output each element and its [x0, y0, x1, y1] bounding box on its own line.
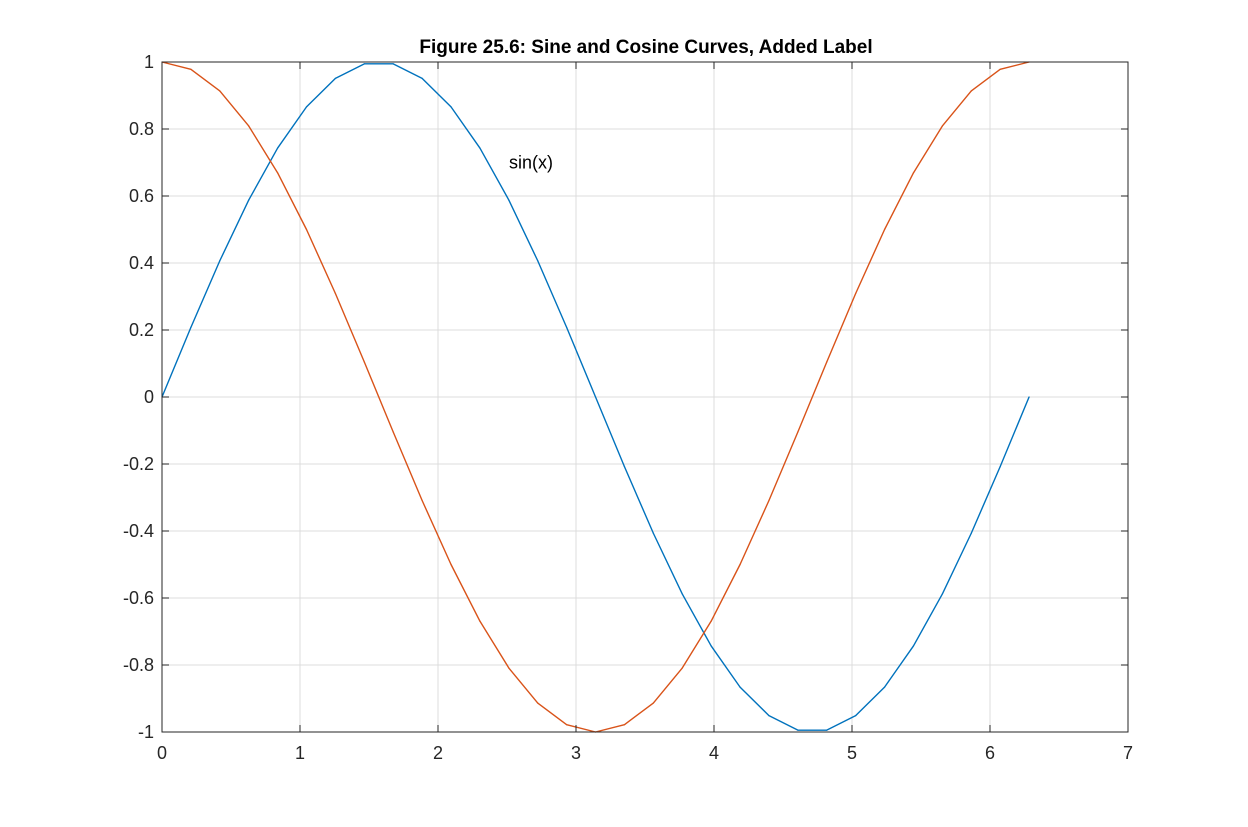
data-point: [277, 147, 279, 149]
data-point: [739, 686, 741, 688]
data-point: [710, 645, 712, 647]
data-point: [970, 90, 972, 92]
y-tick-label: 1: [144, 52, 154, 72]
label-layer: 0 1 2 3 4 5 6 7 -1 -0.8 -0.6 -0.4 -0.2 0 0.2 0.4 0.6 0.8 1…: [123, 52, 1133, 763]
data-point: [334, 292, 337, 295]
data-point: [305, 228, 308, 231]
x-tick-label: 0: [157, 743, 167, 763]
x-tick-label: 3: [571, 743, 581, 763]
data-point: [479, 620, 481, 622]
data-point: [999, 466, 1001, 468]
data-point: [970, 532, 972, 534]
data-point: [681, 667, 683, 669]
data-point: [566, 326, 568, 328]
data-point: [594, 396, 597, 398]
data-point: [392, 431, 394, 433]
y-tick-label: 0: [144, 387, 154, 407]
data-point: [363, 361, 365, 363]
x-tick-label: 6: [985, 743, 995, 763]
data-point: [826, 729, 828, 731]
y-tick-label: -1: [138, 722, 154, 742]
data-point: [508, 199, 510, 201]
data-point: [623, 724, 626, 726]
data-point: [421, 77, 423, 79]
x-tick-label: 7: [1123, 743, 1133, 763]
data-point: [941, 125, 943, 127]
data-point: [421, 499, 423, 502]
y-tick-label: -0.2: [123, 454, 154, 474]
y-tick-label: -0.8: [123, 655, 154, 675]
tick-layer: [161, 61, 1129, 733]
y-tick-label: -0.6: [123, 588, 154, 608]
data-point: [941, 593, 943, 595]
data-point: [190, 68, 192, 70]
data-point: [566, 724, 568, 726]
data-point: [883, 228, 886, 231]
x-tick-label: 5: [847, 743, 857, 763]
x-tick-label: 4: [709, 743, 719, 763]
data-point: [826, 361, 828, 363]
data-point: [190, 326, 192, 328]
data-point: [334, 77, 337, 79]
data-point: [219, 260, 221, 262]
data-point: [305, 106, 308, 108]
data-point: [652, 702, 654, 704]
y-tick-label: 0.6: [129, 186, 154, 206]
y-tick-label: 0.4: [129, 253, 154, 273]
data-point: [681, 593, 683, 595]
grid-layer: [161, 61, 1129, 733]
data-point: [999, 68, 1001, 70]
data-point: [652, 532, 654, 534]
annotation-label: sin(x): [509, 153, 553, 173]
data-point: [710, 620, 712, 622]
data-point: [912, 172, 915, 174]
y-tick-label: 0.2: [129, 320, 154, 340]
data-point: [508, 667, 510, 669]
x-tick-label: 2: [433, 743, 443, 763]
data-point: [768, 715, 770, 717]
data-point: [277, 172, 279, 174]
data-point: [450, 563, 452, 566]
y-tick-label: -0.4: [123, 521, 154, 541]
data-point: [623, 466, 626, 468]
data-point: [363, 63, 365, 65]
data-point: [855, 292, 857, 295]
data-point: [450, 106, 452, 108]
chart-title: Figure 25.6: Sine and Cosine Curves, Add…: [419, 37, 872, 58]
data-point: [219, 90, 221, 92]
data-point: [912, 645, 915, 647]
data-point: [248, 125, 250, 127]
data-point: [392, 63, 394, 65]
data-point: [537, 702, 539, 704]
data-point: [248, 199, 250, 201]
data-point: [1028, 396, 1030, 398]
y-tick-label: 0.8: [129, 119, 154, 139]
data-point: [479, 147, 481, 149]
data-point: [797, 431, 799, 433]
data-point: [768, 499, 770, 502]
data-point: [855, 715, 857, 717]
data-point: [883, 686, 886, 688]
data-point: [797, 729, 799, 731]
x-tick-label: 1: [295, 743, 305, 763]
data-point: [537, 260, 539, 262]
data-point: [739, 563, 741, 566]
